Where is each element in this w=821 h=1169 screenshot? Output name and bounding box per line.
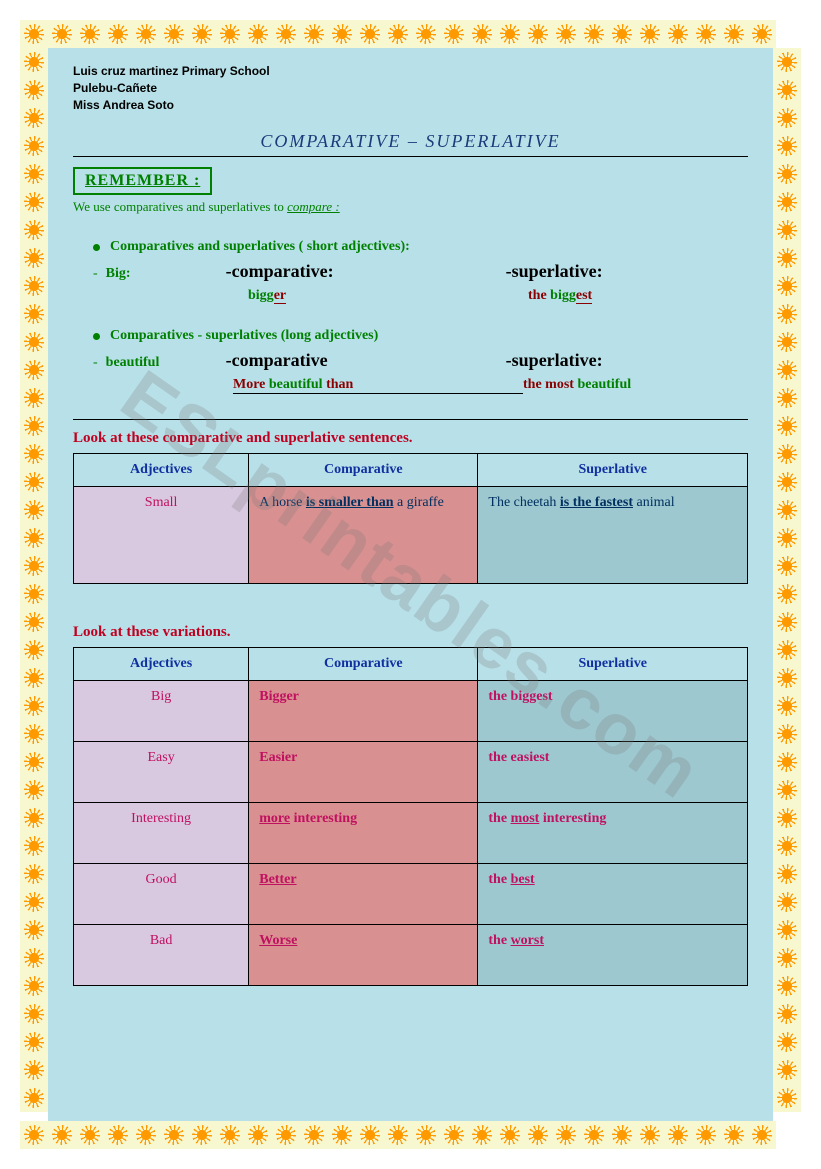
table-row: BadWorsethe worst [74, 925, 748, 986]
cell-adj: Easy [74, 742, 249, 803]
section2-sup-label: -superlative: [506, 350, 603, 371]
remember-subtitle: We use comparatives and superlatives to … [73, 199, 748, 215]
cell-sup: the biggest [478, 681, 748, 742]
cell-comp: Worse [249, 925, 478, 986]
section2-heading: Comparatives - superlatives (long adject… [93, 328, 748, 344]
remember-emphasis: compare : [287, 199, 340, 214]
cell-sup: the worst [478, 925, 748, 986]
divider [73, 156, 748, 157]
section1-title: Comparatives and superlatives ( short ad… [110, 239, 410, 254]
cell-sup: the best [478, 864, 748, 925]
section2-sup-example: the most beautiful [523, 377, 631, 394]
page: ESLprintables.com Luis cruz martinez Pri… [0, 0, 821, 1169]
table-row: BigBiggerthe biggest [74, 681, 748, 742]
table-header-row: Adjectives Comparative Superlative [74, 648, 748, 681]
sentences-table: Adjectives Comparative Superlative Small… [73, 453, 748, 584]
table-header-row: Adjectives Comparative Superlative [74, 454, 748, 487]
table-row: Interestingmore interestingthe most inte… [74, 803, 748, 864]
section1-sup-label: -superlative: [506, 261, 603, 282]
col-comparative: Comparative [249, 454, 478, 487]
table-row: Small A horse is smaller than a giraffe … [74, 487, 748, 584]
cell-adj: Interesting [74, 803, 249, 864]
cell-comp: Better [249, 864, 478, 925]
section2-examples: More beautiful than the most beautiful [93, 377, 748, 394]
section1-examples: bigger the biggest [93, 288, 748, 304]
cell-adj: Big [74, 681, 249, 742]
cell-sup: The cheetah is the fastest animal [478, 487, 748, 584]
content-area: ESLprintables.com Luis cruz martinez Pri… [48, 48, 773, 1121]
col-adjectives: Adjectives [74, 648, 249, 681]
page-title: COMPARATIVE – SUPERLATIVE [73, 131, 748, 152]
variations-table: Adjectives Comparative Superlative BigBi… [73, 647, 748, 986]
cell-sup: the easiest [478, 742, 748, 803]
col-adjectives: Adjectives [74, 454, 249, 487]
teacher-name: Miss Andrea Soto [73, 97, 748, 114]
cell-sup: the most interesting [478, 803, 748, 864]
cell-comp: more interesting [249, 803, 478, 864]
col-comparative: Comparative [249, 648, 478, 681]
table-row: EasyEasierthe easiest [74, 742, 748, 803]
section1-comp-example: bigger [248, 288, 528, 304]
section2-adj: beautiful [106, 355, 226, 371]
cell-comp: Bigger [249, 681, 478, 742]
section2-row: - beautiful -comparative -superlative: [93, 350, 748, 371]
dash-icon: - [93, 355, 98, 371]
bullet-icon [93, 244, 100, 251]
dash-icon: - [93, 266, 98, 282]
school-header: Luis cruz martinez Primary School Pulebu… [73, 63, 748, 113]
decorative-border: ESLprintables.com Luis cruz martinez Pri… [20, 20, 801, 1149]
remember-label: REMEMBER : [73, 167, 212, 195]
section1-adj: Big: [106, 266, 226, 282]
school-location: Pulebu-Cañete [73, 80, 748, 97]
cell-adj: Small [74, 487, 249, 584]
col-superlative: Superlative [478, 454, 748, 487]
section2-title: Comparatives - superlatives (long adject… [110, 328, 378, 343]
cell-adj: Good [74, 864, 249, 925]
section1-row: - Big: -comparative: -superlative: [93, 261, 748, 282]
cell-adj: Bad [74, 925, 249, 986]
bullet-icon [93, 333, 100, 340]
cell-comp: Easier [249, 742, 478, 803]
remember-text: We use comparatives and superlatives to [73, 199, 287, 214]
col-superlative: Superlative [478, 648, 748, 681]
cell-comp: A horse is smaller than a giraffe [249, 487, 478, 584]
school-name: Luis cruz martinez Primary School [73, 63, 748, 80]
table2-heading: Look at these variations. [73, 624, 748, 641]
table1-heading: Look at these comparative and superlativ… [73, 430, 748, 447]
section2-comp-label: -comparative [226, 350, 506, 371]
section1-heading: Comparatives and superlatives ( short ad… [93, 239, 748, 255]
section1-comp-label: -comparative: [226, 261, 506, 282]
section2-comp-example: More beautiful than [233, 377, 523, 394]
divider [73, 419, 748, 420]
section1-sup-example: the biggest [528, 288, 592, 304]
table-row: GoodBetterthe best [74, 864, 748, 925]
